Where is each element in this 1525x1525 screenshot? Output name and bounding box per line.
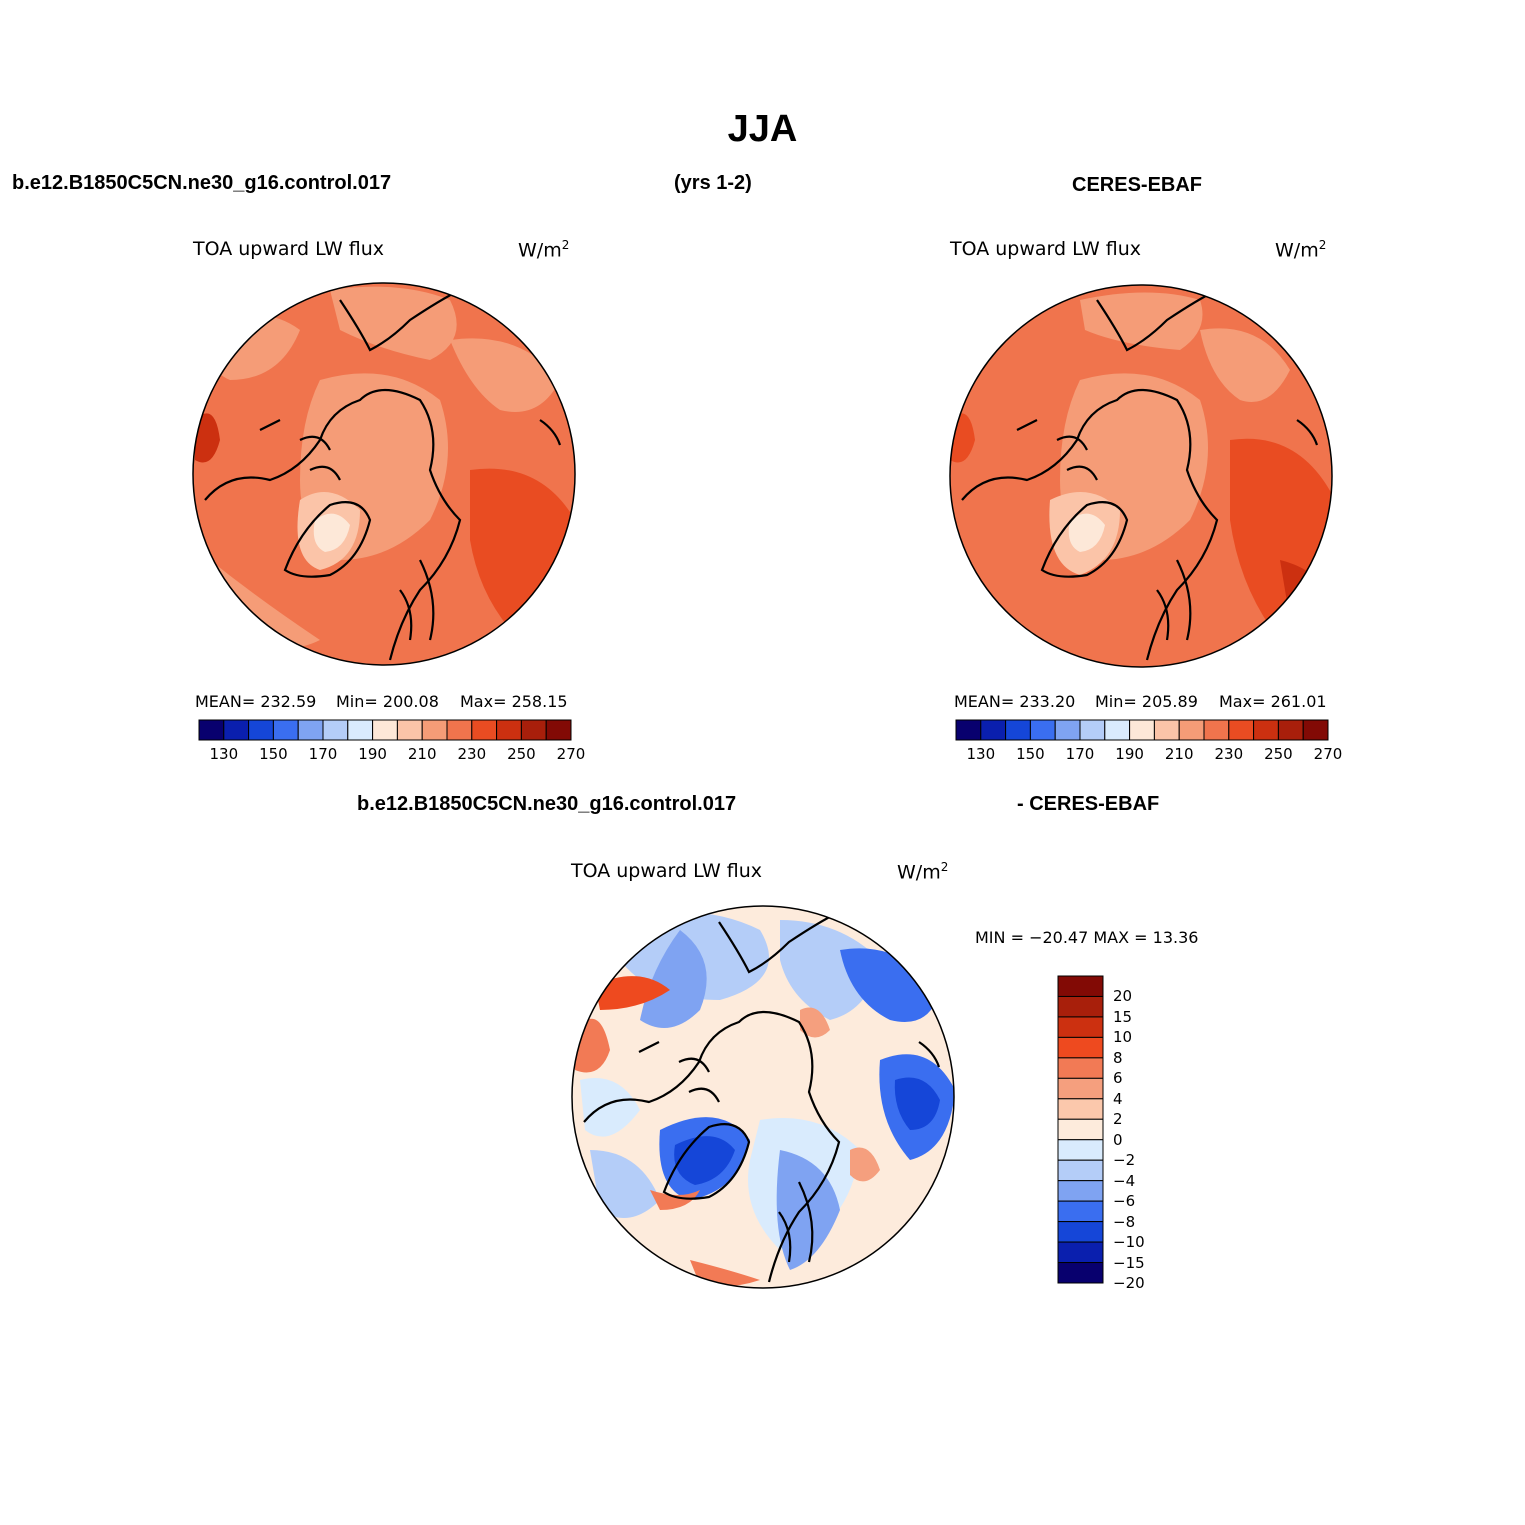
obs-units-label: W/m2 [1275, 238, 1327, 262]
diff-colorbar [1057, 975, 1104, 1284]
colorbar-tick-label: 130 [966, 745, 996, 763]
colorbar-swatch [1057, 1200, 1104, 1223]
colorbar-swatch [1057, 1262, 1104, 1284]
diff-variable-label: TOA upward LW flux [571, 860, 763, 882]
colorbar-tick-label: 150 [259, 745, 288, 763]
main-title: JJA [727, 108, 798, 150]
colorbar-swatch [1057, 1016, 1104, 1038]
colorbar-swatch [1057, 1139, 1104, 1161]
colorbar-tick-label: 20 [1113, 987, 1133, 1006]
colorbar-tick-label: 150 [1016, 745, 1045, 763]
colorbar-swatch [1057, 995, 1104, 1018]
colorbar-tick-label: 230 [1214, 745, 1244, 763]
obs-max-stat: Max= 261.01 [1219, 692, 1327, 711]
model-min-stat: Min= 200.08 [336, 692, 439, 711]
colorbar-swatch [1057, 1221, 1104, 1243]
colorbar-tick-label: 230 [457, 745, 487, 763]
colorbar-swatch [1057, 1159, 1104, 1182]
model-case-header: b.e12.B1850C5CN.ne30_g16.control.017 [12, 172, 392, 194]
colorbar-swatch [1057, 1118, 1104, 1141]
colorbar-tick-label: −8 [1113, 1212, 1136, 1231]
colorbar-swatch [1057, 1241, 1104, 1264]
colorbar-swatch [1057, 1077, 1104, 1100]
colorbar-tick-label: −4 [1113, 1171, 1136, 1190]
colorbar-tick-label: 270 [556, 745, 586, 763]
colorbar-tick-label: 190 [1115, 745, 1144, 763]
colorbar-tick-label: 270 [1313, 745, 1343, 763]
colorbar-tick-label: 4 [1113, 1089, 1123, 1108]
obs-header: CERES-EBAF [1072, 174, 1203, 196]
colorbar-tick-label: 10 [1113, 1028, 1133, 1047]
colorbar-swatch [545, 719, 572, 741]
obs-colorbar [955, 719, 1329, 741]
diff-minmax-stat: MIN = −20.47 MAX = 13.36 [975, 928, 1199, 947]
colorbar-tick-label: 15 [1113, 1007, 1133, 1026]
colorbar-tick-label: 170 [308, 745, 338, 763]
colorbar-tick-label: 170 [1065, 745, 1095, 763]
colorbar-tick-label: 210 [1164, 745, 1194, 763]
model-map-border [192, 282, 576, 666]
model-max-stat: Max= 258.15 [460, 692, 568, 711]
colorbar-tick-label: −2 [1113, 1151, 1136, 1170]
colorbar-swatch [1057, 1180, 1104, 1202]
colorbar-tick-label: 6 [1113, 1069, 1123, 1088]
colorbar-tick-label: 210 [407, 745, 437, 763]
obs-min-stat: Min= 205.89 [1095, 692, 1198, 711]
model-variable-label: TOA upward LW flux [193, 238, 385, 260]
colorbar-tick-label: 250 [1264, 745, 1293, 763]
model-units-label: W/m2 [518, 238, 570, 262]
colorbar-tick-label: 190 [358, 745, 387, 763]
diff-case-header: b.e12.B1850C5CN.ne30_g16.control.017 [357, 793, 737, 815]
colorbar-tick-label: 2 [1113, 1110, 1123, 1129]
model-colorbar [198, 719, 572, 741]
years-header: (yrs 1-2) [674, 172, 752, 194]
diff-units-label: W/m2 [897, 860, 949, 884]
colorbar-swatch [1057, 1098, 1104, 1120]
obs-map-border [949, 284, 1333, 668]
colorbar-swatch [1057, 975, 1104, 997]
colorbar-tick-label: −20 [1113, 1274, 1145, 1292]
colorbar-tick-label: −15 [1113, 1253, 1145, 1272]
colorbar-tick-label: 0 [1113, 1130, 1123, 1149]
diff-coastlines [583, 911, 941, 1283]
obs-coastlines [961, 289, 1319, 661]
obs-variable-label: TOA upward LW flux [950, 238, 1142, 260]
diff-map-border [571, 905, 955, 1289]
obs-mean-stat: MEAN= 233.20 [954, 692, 1076, 711]
colorbar-swatch [1057, 1057, 1104, 1079]
colorbar-tick-label: 8 [1113, 1048, 1123, 1067]
colorbar-tick-label: −10 [1113, 1233, 1145, 1252]
colorbar-tick-label: 250 [507, 745, 536, 763]
colorbar-swatch [1302, 719, 1329, 741]
model-mean-stat: MEAN= 232.59 [195, 692, 317, 711]
colorbar-tick-label: 130 [209, 745, 239, 763]
colorbar-tick-label: −6 [1113, 1192, 1136, 1211]
colorbar-swatch [1057, 1036, 1104, 1059]
model-coastlines [204, 289, 562, 661]
diff-obs-header: - CERES-EBAF [1017, 793, 1160, 815]
